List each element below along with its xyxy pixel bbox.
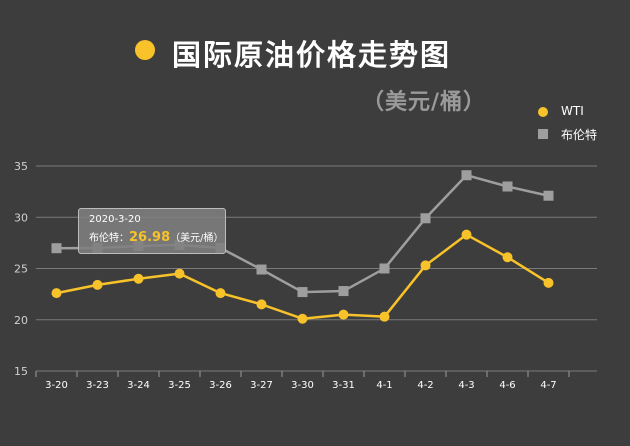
data-point-wti xyxy=(133,273,144,284)
data-point-wti xyxy=(461,229,472,240)
data-point-wti xyxy=(338,309,349,320)
chart-header: 国际原油价格走势图 xyxy=(0,30,630,80)
y-tick-label: 30 xyxy=(14,211,28,224)
data-point-wti xyxy=(297,313,308,324)
x-tick-label: 3-31 xyxy=(332,380,355,391)
data-point-brent xyxy=(338,286,349,297)
x-tick-label: 4-2 xyxy=(417,380,433,391)
data-point-wti xyxy=(502,252,513,263)
data-point-wti xyxy=(174,268,185,279)
chart-subtitle: （美元/桶） xyxy=(362,90,487,115)
y-tick-label: 15 xyxy=(14,365,28,378)
x-tick-label: 3-25 xyxy=(168,380,191,391)
data-point-wti xyxy=(543,277,554,288)
tooltip-row: 布伦特：26.98（美元/桶） xyxy=(89,228,225,249)
x-tick-label: 3-30 xyxy=(291,380,314,391)
tooltip-label: 布伦特： xyxy=(89,233,129,244)
x-tick-label: 4-6 xyxy=(499,380,515,391)
x-tick-label: 3-24 xyxy=(127,380,150,391)
square-marker-icon xyxy=(538,129,548,139)
data-point-brent xyxy=(297,287,308,298)
data-point-wti xyxy=(420,260,431,271)
legend-label-wti: WTI xyxy=(561,104,584,118)
legend-label-brent: 布伦特 xyxy=(561,128,598,142)
data-point-brent xyxy=(379,263,390,274)
data-tooltip: 2020-3-20 布伦特：26.98（美元/桶） xyxy=(78,208,226,254)
data-point-wti xyxy=(379,311,390,322)
x-tick-label: 4-1 xyxy=(376,380,392,391)
x-tick-label: 3-26 xyxy=(209,380,232,391)
tooltip-unit: （美元/桶） xyxy=(170,233,224,244)
y-tick-label: 35 xyxy=(14,160,28,173)
data-point-brent xyxy=(420,213,431,224)
x-tick-label: 3-20 xyxy=(45,380,68,391)
data-point-brent xyxy=(502,181,513,192)
data-point-brent xyxy=(51,243,62,254)
data-point-wti xyxy=(215,288,226,299)
x-tick-label: 4-3 xyxy=(458,380,474,391)
tooltip-value: 26.98 xyxy=(129,230,171,245)
data-point-brent xyxy=(256,264,267,275)
circle-marker-icon xyxy=(538,107,548,117)
data-point-brent xyxy=(461,170,472,181)
data-point-wti xyxy=(51,288,62,299)
title-dot-icon xyxy=(135,40,155,60)
data-point-brent xyxy=(543,190,554,201)
x-tick-label: 3-23 xyxy=(86,380,109,391)
tooltip-date: 2020-3-20 xyxy=(89,214,141,225)
y-tick-label: 25 xyxy=(14,263,28,276)
x-tick-label: 3-27 xyxy=(250,380,273,391)
chart-title: 国际原油价格走势图 xyxy=(172,38,452,72)
data-point-wti xyxy=(256,299,267,310)
y-tick-label: 20 xyxy=(14,314,28,327)
data-point-wti xyxy=(92,279,103,290)
x-tick-label: 4-7 xyxy=(540,380,556,391)
